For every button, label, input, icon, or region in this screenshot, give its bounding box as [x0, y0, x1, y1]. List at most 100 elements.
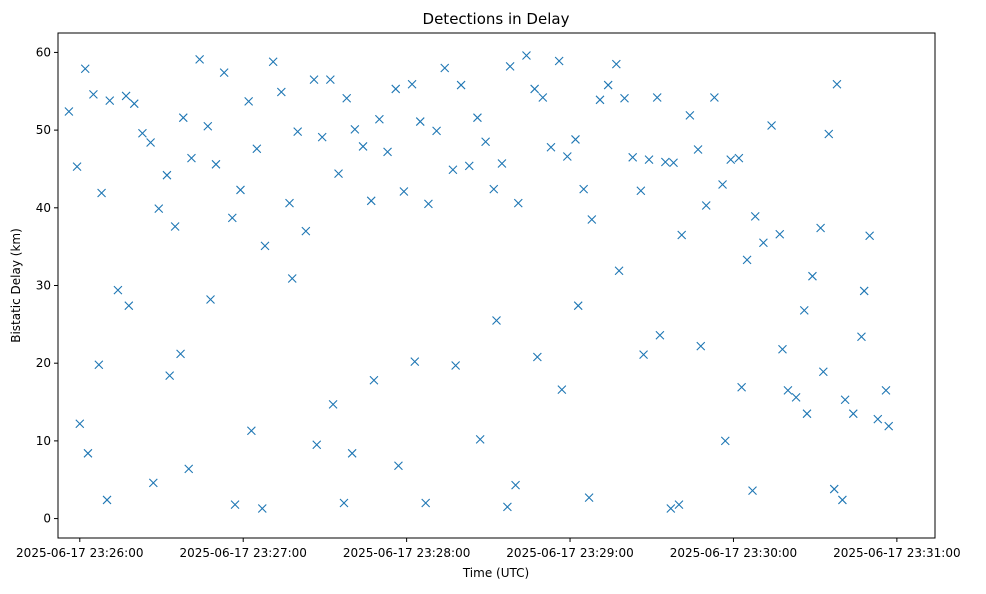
- data-point: [464, 161, 474, 171]
- data-point: [511, 480, 520, 490]
- x-tick-layer: 2025-06-17 23:26:00 2025-06-17 23:27:00 20…: [16, 538, 961, 560]
- data-point: [614, 266, 624, 276]
- y-tick-label: 60: [36, 45, 51, 59]
- data-point: [848, 409, 858, 419]
- data-point: [358, 142, 368, 151]
- x-tick-label: 2025-06-17 23:27:00: [179, 546, 306, 560]
- data-point: [620, 93, 629, 103]
- data-point: [742, 255, 752, 265]
- data-point: [350, 124, 360, 134]
- data-point: [579, 184, 589, 194]
- data-point: [287, 274, 297, 283]
- data-point: [759, 238, 768, 248]
- y-tick-label: 40: [36, 201, 51, 215]
- data-point: [415, 117, 425, 126]
- data-point: [652, 93, 662, 102]
- data-point: [818, 367, 828, 377]
- data-point: [824, 129, 834, 139]
- data-point: [473, 113, 482, 123]
- data-point: [571, 135, 580, 144]
- data-point: [339, 498, 349, 508]
- data-point: [802, 409, 812, 419]
- data-point: [184, 464, 194, 474]
- data-point: [562, 152, 572, 161]
- data-point: [538, 93, 548, 102]
- data-point: [64, 107, 74, 116]
- data-point: [884, 421, 894, 431]
- data-point: [342, 93, 352, 103]
- data-point: [603, 80, 613, 90]
- data-point: [448, 165, 458, 175]
- data-point: [124, 301, 134, 311]
- data-point: [154, 204, 164, 213]
- data-point: [628, 152, 638, 162]
- data-point: [227, 213, 237, 223]
- plot-frame: [57, 32, 936, 539]
- data-point: [748, 486, 757, 495]
- data-point: [857, 332, 866, 342]
- data-point: [530, 84, 540, 94]
- data-point: [859, 286, 869, 296]
- data-point: [230, 500, 240, 509]
- data-point: [513, 198, 523, 208]
- data-point: [268, 57, 278, 67]
- x-tick-label: 2025-06-17 23:28:00: [343, 546, 470, 560]
- chart-title: Detections in Delay: [423, 10, 570, 28]
- data-point: [750, 211, 760, 221]
- data-point: [709, 93, 719, 102]
- data-point: [293, 127, 303, 137]
- data-point: [505, 62, 515, 71]
- data-point: [276, 87, 286, 97]
- data-point: [366, 196, 376, 206]
- data-point: [734, 153, 744, 163]
- data-point: [489, 184, 499, 194]
- data-point: [639, 350, 648, 360]
- data-point: [829, 484, 839, 494]
- x-axis-label: Time (UTC): [462, 566, 529, 580]
- data-point: [783, 385, 793, 395]
- data-point: [522, 51, 531, 60]
- data-point: [451, 361, 461, 370]
- data-point: [146, 138, 155, 147]
- data-point: [838, 495, 847, 505]
- data-point: [432, 126, 441, 136]
- data-point: [391, 84, 401, 94]
- data-point: [187, 153, 196, 163]
- data-point: [309, 75, 319, 85]
- data-point: [102, 495, 112, 505]
- data-point: [72, 162, 82, 172]
- data-point: [178, 113, 188, 123]
- data-point: [347, 448, 357, 458]
- data-point: [211, 159, 221, 169]
- data-point: [394, 461, 403, 471]
- x-tick-label: 2025-06-17 23:30:00: [670, 546, 797, 560]
- data-point: [865, 231, 875, 241]
- data-point: [312, 440, 322, 450]
- data-point: [369, 375, 379, 385]
- data-point: [75, 419, 85, 429]
- data-point: [121, 91, 131, 101]
- data-point: [410, 357, 420, 367]
- data-point: [89, 89, 98, 99]
- y-tick-label: 50: [36, 123, 51, 137]
- data-point: [677, 230, 687, 240]
- data-point: [162, 170, 172, 180]
- data-point: [334, 169, 343, 179]
- data-point: [775, 229, 785, 239]
- data-point: [325, 75, 335, 85]
- data-point: [584, 493, 594, 502]
- data-point: [573, 301, 583, 311]
- data-point: [881, 385, 891, 395]
- data-point: [720, 436, 730, 446]
- data-point: [799, 305, 809, 315]
- data-point: [666, 504, 676, 513]
- data-point: [636, 186, 646, 196]
- data-point: [399, 187, 409, 196]
- data-point: [285, 198, 294, 208]
- data-point: [260, 241, 270, 251]
- data-point: [80, 64, 90, 74]
- data-point: [497, 159, 507, 168]
- y-tick-label: 10: [36, 434, 51, 448]
- data-point: [737, 382, 747, 392]
